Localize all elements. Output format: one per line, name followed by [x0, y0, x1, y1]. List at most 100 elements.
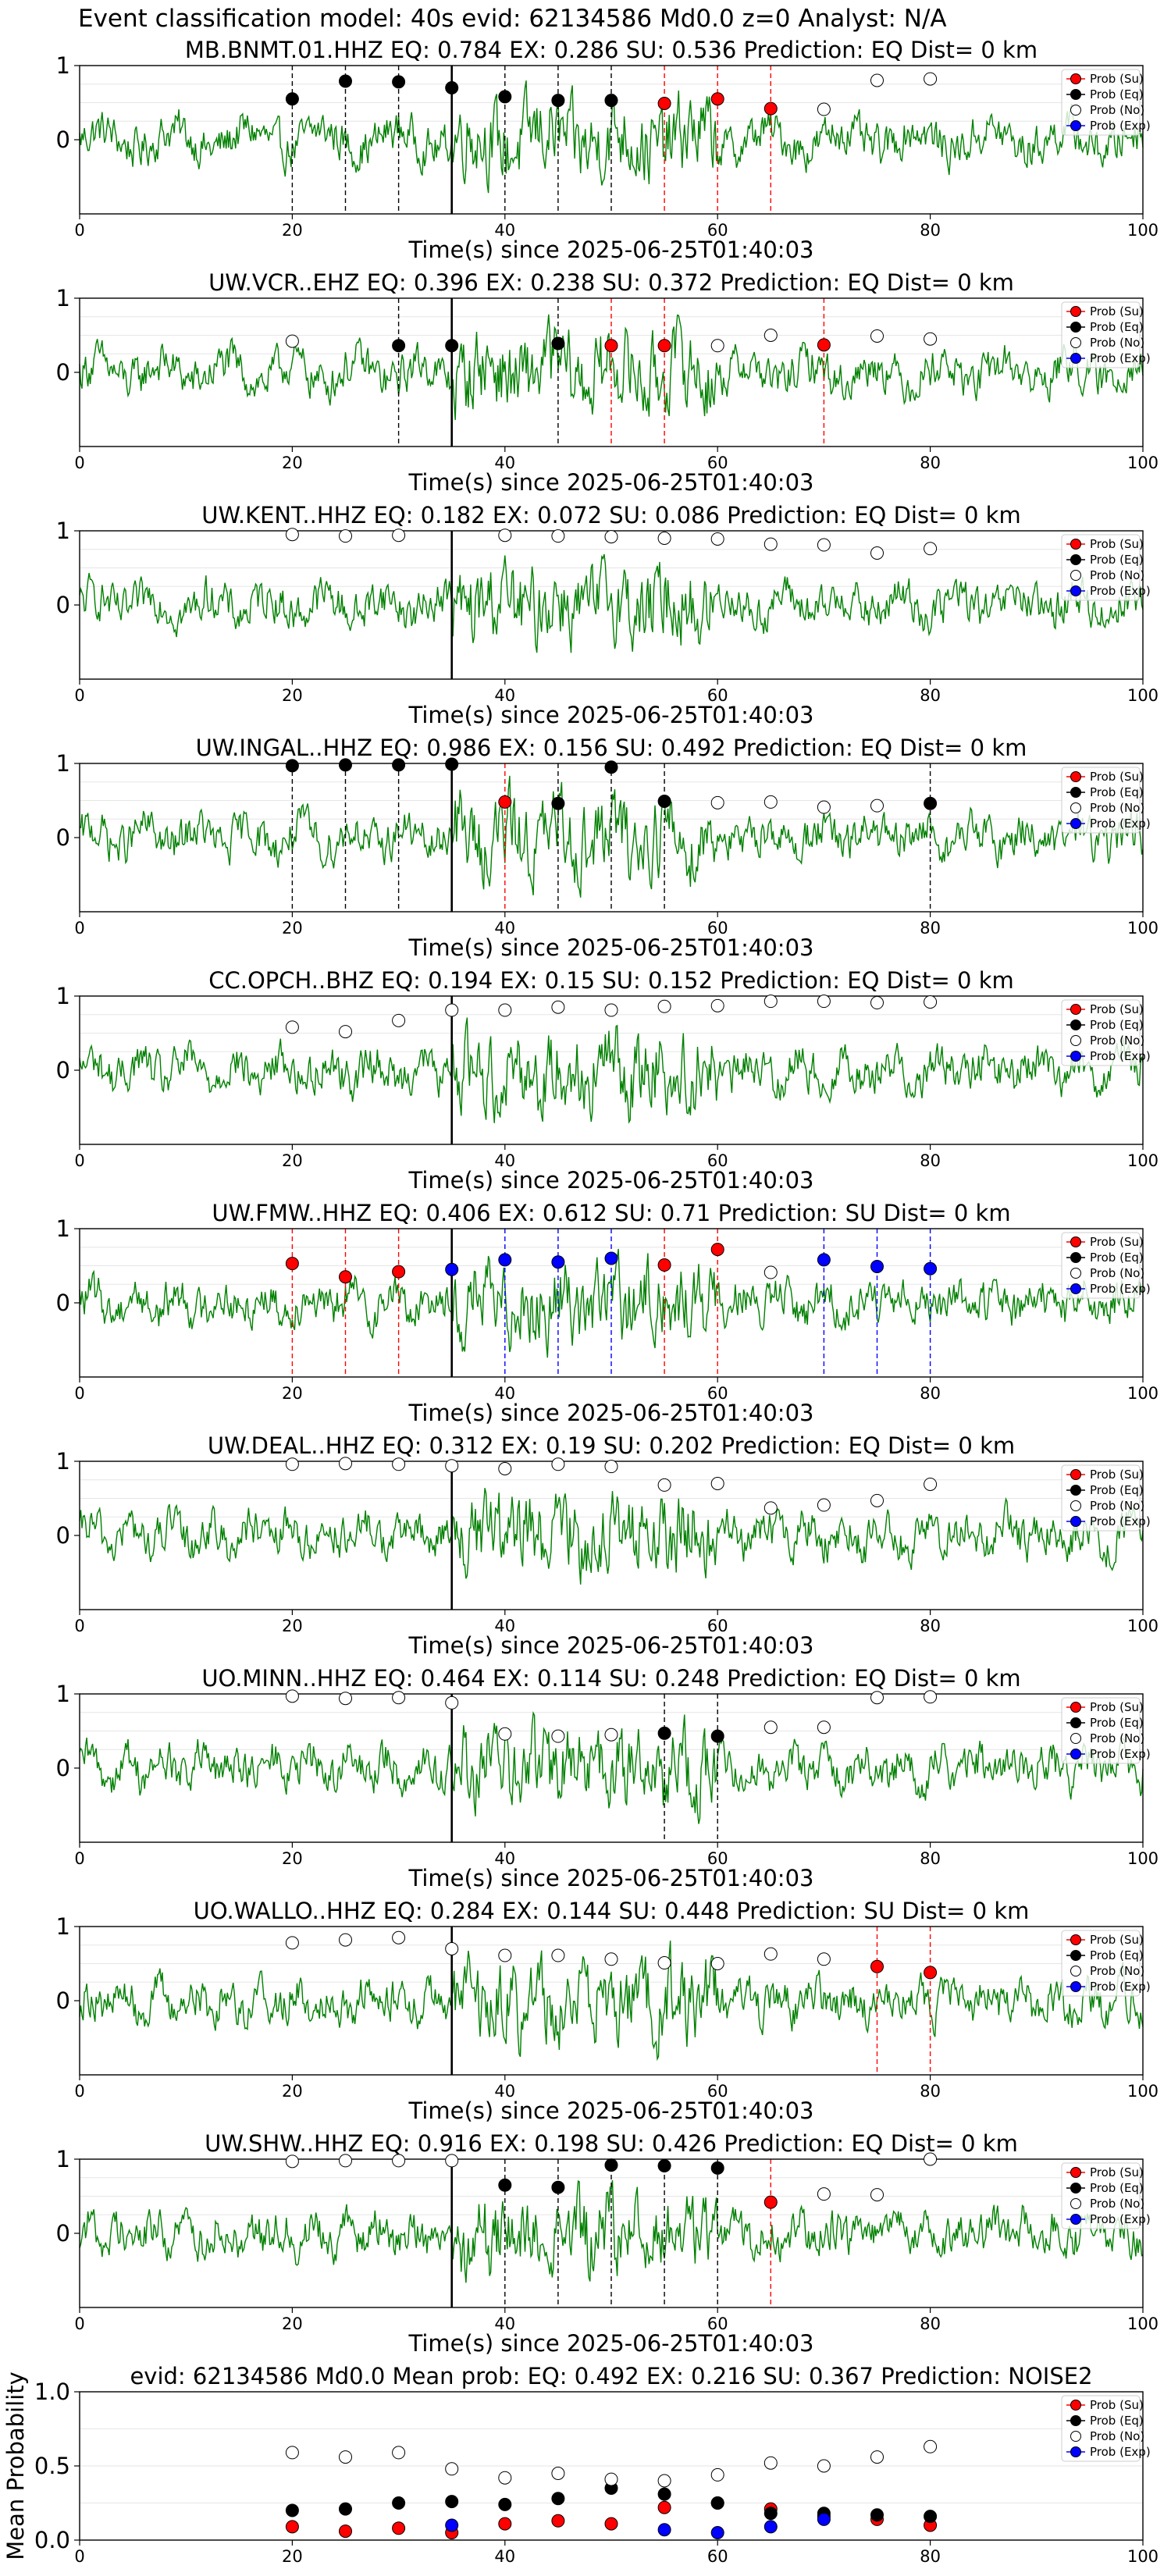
legend-marker [1070, 771, 1081, 782]
x-tick-label: 20 [282, 1384, 303, 1403]
x-tick-label: 80 [920, 454, 941, 472]
legend-marker [1070, 2400, 1081, 2411]
prob-marker [339, 2502, 352, 2516]
legend-marker [1070, 2214, 1081, 2225]
prob-marker [710, 1243, 724, 1257]
prob-marker [924, 995, 938, 1009]
legend-label: Prob (Su) [1090, 72, 1144, 86]
legend-marker [1070, 1500, 1081, 1511]
prob-marker [498, 1948, 512, 1962]
prob-marker [392, 1265, 406, 1279]
waveform-trace [79, 2179, 1144, 2283]
prob-marker [551, 2467, 565, 2480]
legend-marker [1070, 1516, 1081, 1527]
x-tick-label: 20 [282, 1151, 303, 1170]
prob-marker [657, 999, 671, 1013]
legend-label: Prob (Exp) [1090, 1980, 1151, 1994]
x-tick-label: 40 [494, 919, 515, 938]
y-tick-label: 1 [56, 1681, 70, 1707]
x-tick-label: 40 [494, 454, 515, 472]
legend-marker [1070, 1749, 1081, 1759]
legend-label: Prob (Exp) [1090, 351, 1151, 365]
legend-label: Prob (Exp) [1090, 1282, 1151, 1296]
x-tick-label: 100 [1127, 221, 1159, 240]
axes-frame [79, 995, 1144, 1145]
legend-label: Prob (No) [1090, 1731, 1144, 1745]
prob-marker [604, 339, 618, 353]
prob-marker [763, 2456, 778, 2470]
prob-marker [657, 2487, 671, 2501]
prob-marker [551, 2492, 565, 2506]
prob-marker [445, 1942, 459, 1955]
prob-marker [285, 1936, 299, 1950]
x-tick-label: 100 [1127, 1384, 1159, 1403]
x-axis-label: Time(s) since 2025-06-25T01:40:03 [408, 702, 814, 728]
prob-marker [924, 2439, 938, 2453]
legend-label: Prob (Eq) [1090, 2414, 1144, 2428]
prob-marker [604, 760, 618, 774]
legend-marker [1070, 1950, 1081, 1961]
prob-marker [285, 1020, 299, 1034]
prob-marker [710, 339, 724, 353]
legend-marker [1070, 1733, 1081, 1744]
legend-label: Prob (Su) [1090, 2398, 1144, 2412]
waveform-trace [79, 1017, 1144, 1124]
x-tick-label: 0 [74, 221, 84, 240]
prob-marker [392, 2521, 406, 2535]
x-tick-label: 0 [74, 2547, 84, 2566]
prob-marker [924, 2510, 938, 2524]
legend-marker [1070, 353, 1081, 364]
prob-marker [710, 2496, 724, 2510]
legend-marker [1070, 570, 1081, 581]
prob-marker [870, 329, 884, 343]
legend-label: Prob (Eq) [1090, 1716, 1144, 1730]
legend-marker [1070, 787, 1081, 798]
prob-marker [924, 1966, 938, 1980]
legend-marker [1070, 1268, 1081, 1279]
x-tick-label: 0 [74, 454, 84, 472]
prob-marker [551, 336, 565, 350]
legend-marker [1070, 2167, 1081, 2178]
prob-marker [392, 1691, 406, 1705]
x-tick-label: 40 [494, 2314, 515, 2333]
prob-marker [392, 2496, 406, 2510]
prob-marker [551, 1457, 565, 1471]
prob-marker [924, 332, 938, 346]
prob-marker [285, 528, 299, 542]
prob-marker [445, 757, 459, 771]
prob-marker [392, 339, 406, 353]
prob-marker [817, 538, 831, 552]
y-tick-label: 0 [56, 1522, 70, 1549]
panel-title: UW.KENT..HHZ EQ: 0.182 EX: 0.072 SU: 0.0… [201, 502, 1020, 528]
legend-label: Prob (No) [1090, 1266, 1144, 1280]
prob-marker [870, 2450, 884, 2464]
x-tick-label: 100 [1127, 2314, 1159, 2333]
x-tick-label: 80 [920, 686, 941, 705]
prob-marker [445, 2495, 459, 2509]
legend-label: Prob (No) [1090, 801, 1144, 815]
legend-label: Prob (No) [1090, 103, 1144, 117]
prob-marker [763, 2507, 778, 2521]
x-axis-label: Time(s) since 2025-06-25T01:40:03 [408, 469, 814, 496]
prob-marker [924, 796, 938, 810]
x-tick-label: 40 [494, 2547, 515, 2566]
x-tick-label: 80 [920, 1151, 941, 1170]
prob-marker [657, 2523, 671, 2537]
axes-frame [79, 1926, 1144, 2076]
x-tick-label: 60 [707, 919, 728, 938]
prob-marker [604, 1727, 618, 1742]
x-tick-label: 20 [282, 1849, 303, 1868]
prob-marker [285, 1257, 299, 1271]
prob-marker [498, 1462, 512, 1475]
prob-marker [285, 759, 299, 773]
prob-marker [498, 1727, 512, 1741]
legend-label: Prob (Eq) [1090, 320, 1144, 334]
x-tick-label: 60 [707, 454, 728, 472]
legend-marker [1070, 1283, 1081, 1294]
legend-box [1061, 1464, 1141, 1532]
prob-marker [657, 96, 671, 110]
y-tick-label: 1 [56, 750, 70, 777]
prob-marker [392, 758, 406, 772]
x-tick-label: 80 [920, 221, 941, 240]
x-tick-label: 100 [1127, 2082, 1159, 2101]
